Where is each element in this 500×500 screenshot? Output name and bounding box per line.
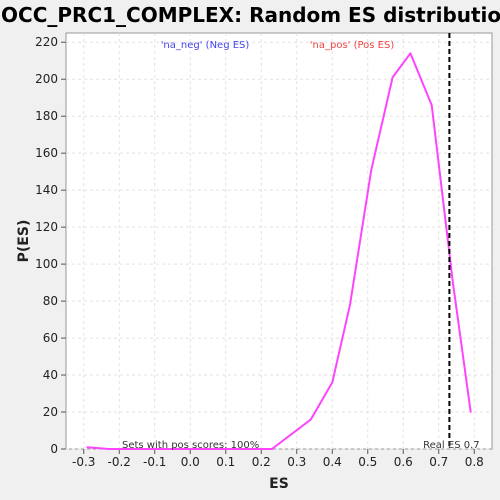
y-tick-label: 220 bbox=[35, 35, 58, 49]
x-axis: -0.3 -0.2 -0.1 0.0 0.1 0.2 0.3 0.4 0.5 0.6 0.7 0.8 bbox=[72, 449, 484, 469]
grid bbox=[66, 33, 492, 450]
series-layer bbox=[86, 52, 472, 450]
x-tick-label: 0.7 bbox=[429, 455, 448, 469]
pos-es-annotation: 'na_pos' (Pos ES) bbox=[310, 40, 395, 51]
data-point bbox=[210, 448, 213, 450]
x-tick-label: -0.2 bbox=[108, 455, 131, 469]
y-axis-label: P(ES) bbox=[16, 220, 32, 263]
data-point bbox=[168, 448, 170, 450]
x-axis-label: ES bbox=[269, 476, 289, 492]
data-point bbox=[129, 448, 131, 450]
x-tick-label: 0.8 bbox=[465, 455, 484, 469]
data-point bbox=[189, 448, 192, 450]
data-point bbox=[452, 281, 454, 284]
data-point bbox=[86, 446, 89, 449]
y-tick-label: 120 bbox=[35, 220, 58, 234]
data-point bbox=[349, 303, 351, 306]
x-tick-label: 0.5 bbox=[358, 455, 377, 469]
y-tick-label: 20 bbox=[43, 405, 58, 419]
plot-area bbox=[65, 32, 493, 450]
y-tick-label: 60 bbox=[43, 331, 58, 345]
x-tick-label: 0.4 bbox=[323, 455, 342, 469]
y-tick-label: 40 bbox=[43, 368, 58, 382]
data-point bbox=[150, 448, 153, 450]
data-point bbox=[331, 381, 334, 384]
x-tick-label: 0.2 bbox=[252, 455, 271, 469]
y-axis: 0 20 40 60 80 100 120 140 160 180 200 220 bbox=[35, 35, 66, 456]
data-point bbox=[249, 448, 252, 450]
data-point bbox=[430, 104, 433, 107]
x-tick-label: 0.3 bbox=[287, 455, 306, 469]
data-point bbox=[228, 448, 231, 450]
data-point bbox=[310, 418, 312, 421]
real-es-label: Real ES 0.7 bbox=[423, 440, 479, 451]
y-tick-label: 0 bbox=[50, 442, 58, 456]
data-point bbox=[409, 52, 412, 55]
y-tick-label: 160 bbox=[35, 146, 58, 160]
y-tick-label: 140 bbox=[35, 183, 58, 197]
y-tick-label: 200 bbox=[35, 72, 58, 86]
chart-title: GOCC_PRC1_COMPLEX: Random ES distributio… bbox=[0, 3, 500, 27]
x-tick-label: -0.3 bbox=[72, 455, 95, 469]
footer-annotation: Sets with pos scores: 100% bbox=[122, 440, 259, 451]
x-tick-label: 0.0 bbox=[181, 455, 200, 469]
x-tick-label: 0.6 bbox=[394, 455, 413, 469]
neg-es-annotation: 'na_neg' (Neg ES) bbox=[161, 40, 250, 51]
data-point bbox=[370, 168, 373, 171]
data-point bbox=[107, 448, 110, 450]
y-tick-label: 180 bbox=[35, 109, 58, 123]
data-point bbox=[391, 76, 394, 79]
data-point bbox=[271, 448, 273, 450]
y-tick-label: 80 bbox=[43, 294, 58, 308]
x-tick-label: 0.1 bbox=[216, 455, 235, 469]
data-point bbox=[469, 411, 472, 413]
y-tick-label: 100 bbox=[35, 257, 58, 271]
x-tick-label: -0.1 bbox=[143, 455, 166, 469]
